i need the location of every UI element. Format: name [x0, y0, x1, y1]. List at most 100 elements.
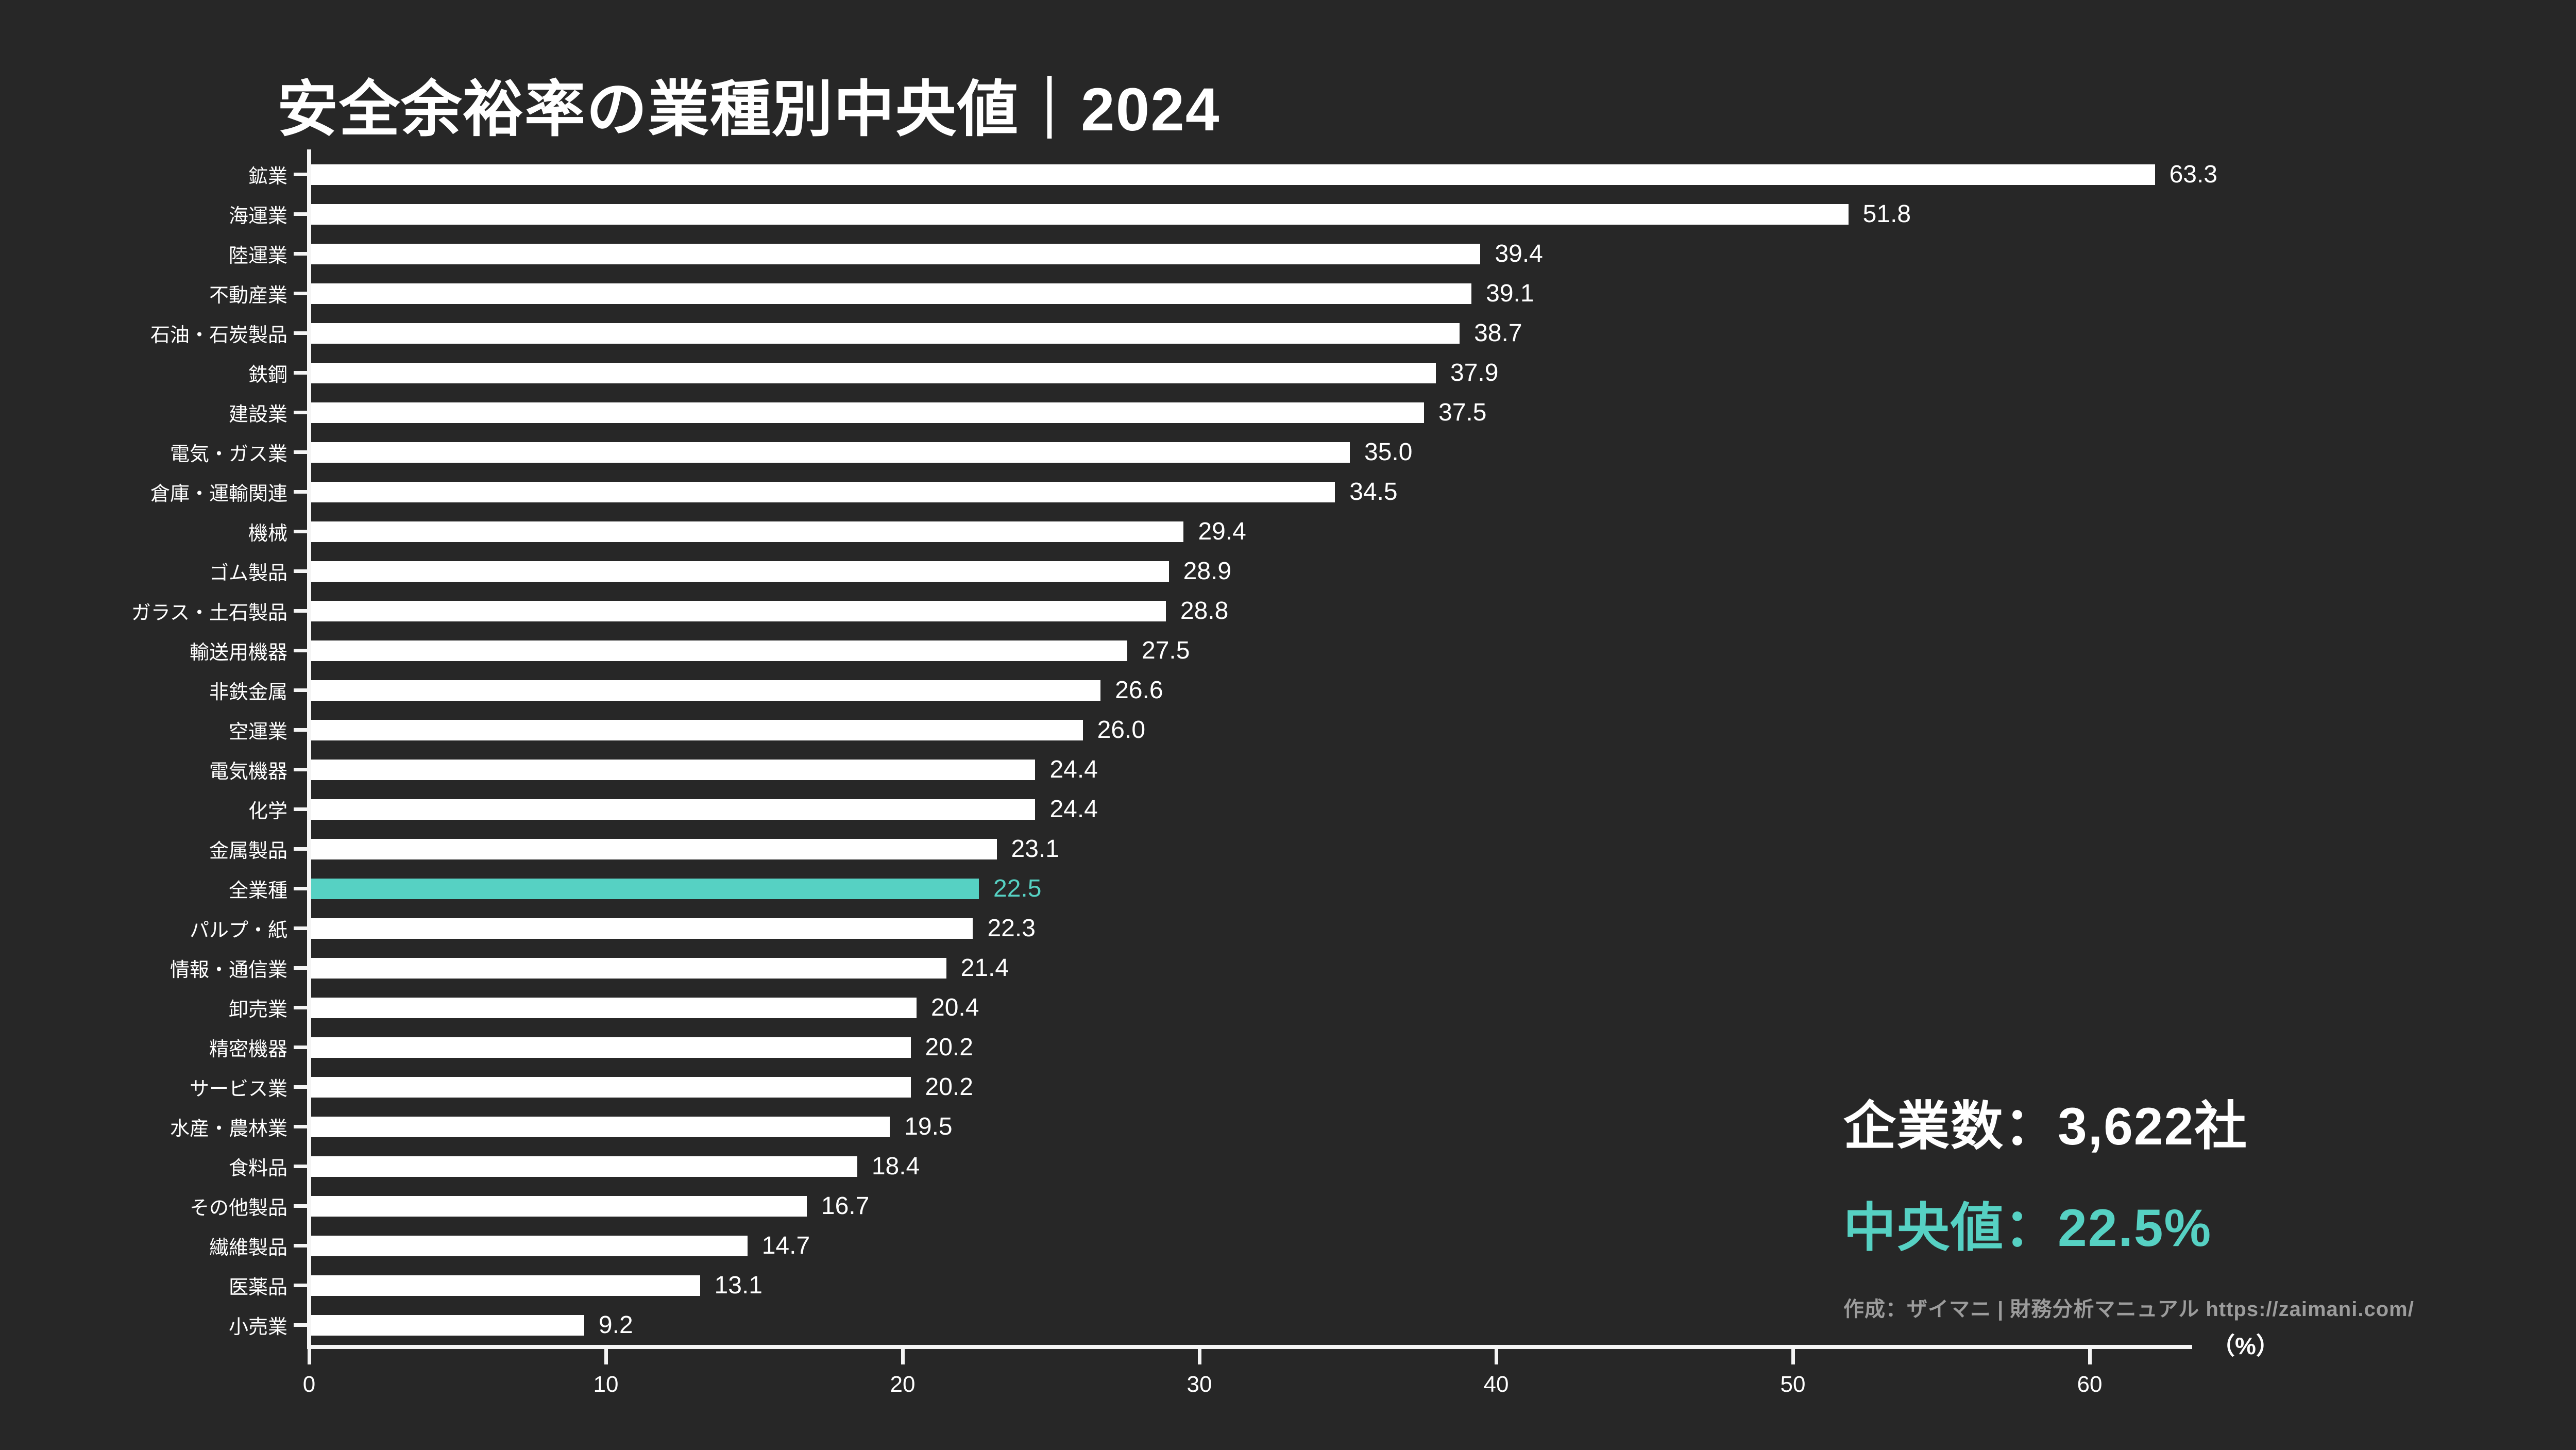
company-count: 企業数：3,622社 [1843, 1097, 2248, 1156]
value-label: 37.5 [1438, 399, 1487, 426]
y-tick-mark [294, 252, 307, 256]
y-tick-mark [294, 569, 307, 573]
bar [311, 1037, 911, 1058]
category-label: 卸売業 [228, 999, 287, 1021]
category-label: 精密機器 [209, 1039, 287, 1060]
bar [311, 243, 1481, 264]
value-label: 23.1 [1011, 835, 1059, 863]
bar [311, 719, 1083, 740]
category-label: 不動産業 [209, 285, 287, 307]
category-label: 非鉄金属 [209, 682, 287, 703]
bar [311, 521, 1184, 542]
category-label: 医薬品 [228, 1277, 287, 1299]
chart-row: 小売業 9.2 [229, 1305, 2217, 1345]
value-label: 34.5 [1349, 478, 1398, 505]
chart-row: 卸売業 20.4 [229, 988, 2217, 1027]
chart-title: 安全余裕率の業種別中央値｜2024 [277, 76, 1221, 144]
chart-row: パルプ・紙 22.3 [190, 908, 2217, 948]
value-label: 9.2 [598, 1311, 633, 1339]
y-tick-mark [294, 1046, 307, 1049]
bar [311, 402, 1424, 423]
bar [311, 680, 1101, 701]
chart-row: 倉庫・運輸関連 34.5 [150, 472, 2217, 512]
chart-row: 金属製品 23.1 [209, 829, 2217, 869]
value-label: 20.4 [931, 994, 979, 1021]
bar [311, 600, 1166, 621]
chart-row: 海運業 51.8 [229, 194, 2217, 234]
bar [311, 283, 1472, 304]
chart-row: 鉱業 63.3 [248, 155, 2217, 194]
x-tick-label: 60 [2077, 1372, 2103, 1397]
value-label: 22.5 [993, 875, 1042, 902]
y-tick-mark [294, 371, 307, 375]
bar [311, 1156, 857, 1177]
y-tick-mark [294, 1085, 307, 1089]
category-label: その他製品 [189, 1198, 287, 1219]
chart-row: 石油・石炭製品 38.7 [150, 313, 2217, 353]
chart-row: ガラス・土石製品 28.8 [131, 591, 2217, 631]
chart-row: 建設業 37.5 [229, 393, 2217, 432]
x-tick-mark [1197, 1349, 1201, 1364]
value-label: 14.7 [761, 1232, 810, 1259]
x-tick-mark [1791, 1349, 1795, 1364]
value-label: 19.5 [904, 1113, 953, 1140]
value-label: 20.2 [925, 1034, 973, 1061]
chart-row: 不動産業 39.1 [209, 274, 2217, 313]
value-label: 26.6 [1115, 677, 1163, 704]
bar [311, 323, 1460, 344]
bar-rows: 鉱業 63.3 海運業 51.8 陸運業 39.4 不動産業 39.1 石油・石炭製品 38.7 鉄… [131, 155, 2217, 1345]
x-tick-mark [2088, 1349, 2092, 1364]
x-tick-label: 20 [890, 1372, 916, 1397]
value-label: 27.5 [1142, 637, 1190, 664]
bar [311, 640, 1127, 661]
category-label: 海運業 [228, 206, 287, 227]
y-tick-mark [294, 450, 307, 454]
value-label: 29.4 [1198, 518, 1246, 545]
value-label: 39.1 [1486, 280, 1534, 307]
value-label: 13.1 [714, 1272, 762, 1299]
x-axis-unit-label: （%） [2211, 1333, 2280, 1359]
chart-row: 水産・農林業 19.5 [170, 1107, 2217, 1146]
category-label: 機械 [248, 523, 287, 545]
bar [311, 204, 1849, 225]
y-tick-mark [294, 728, 307, 732]
y-tick-mark [294, 966, 307, 970]
category-label: 小売業 [228, 1317, 287, 1338]
category-label: 全業種 [228, 880, 287, 902]
bar [311, 759, 1036, 780]
value-label: 63.3 [2169, 161, 2217, 188]
bar [311, 799, 1036, 820]
x-tick-label: 10 [593, 1372, 619, 1397]
value-label: 21.4 [960, 954, 1009, 982]
x-tick-mark [1494, 1349, 1498, 1364]
y-tick-mark [294, 1006, 307, 1009]
y-tick-mark [294, 411, 307, 414]
value-label: 16.7 [821, 1192, 870, 1220]
chart-row: 鉄鋼 37.9 [248, 353, 2217, 393]
category-label: 食料品 [228, 1158, 287, 1179]
y-tick-mark [294, 926, 307, 930]
y-tick-mark [294, 688, 307, 692]
bar [311, 1195, 807, 1217]
bar [311, 1314, 584, 1336]
category-label: 金属製品 [209, 840, 287, 862]
value-label: 37.9 [1450, 359, 1499, 386]
y-tick-mark [294, 807, 307, 811]
chart-row: 陸運業 39.4 [229, 234, 2217, 274]
category-label: 建設業 [228, 404, 287, 426]
value-label: 28.9 [1183, 558, 1232, 585]
y-tick-mark [294, 887, 307, 890]
bar [311, 1275, 700, 1296]
chart-row: 精密機器 20.2 [209, 1027, 2217, 1067]
y-tick-mark [294, 1165, 307, 1168]
category-label: ガラス・土石製品 [131, 602, 287, 624]
value-label: 28.8 [1180, 597, 1229, 625]
category-label: サービス業 [189, 1078, 287, 1100]
value-label: 38.7 [1474, 319, 1522, 347]
category-label: 鉱業 [248, 166, 287, 188]
chart-row: 電気・ガス業 35.0 [170, 432, 2217, 472]
chart-row: 機械 29.4 [248, 512, 2217, 551]
chart-row: 情報・通信業 21.4 [170, 948, 2217, 988]
y-tick-mark [294, 649, 307, 652]
